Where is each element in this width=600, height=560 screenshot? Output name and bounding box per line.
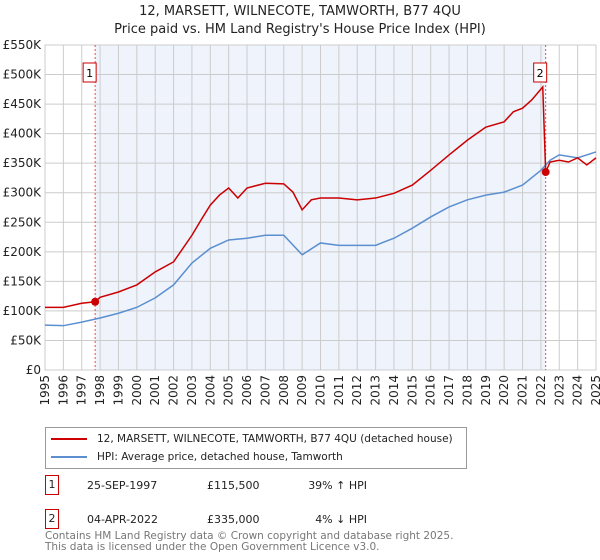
- sale-date: 25-SEP-1997: [87, 478, 158, 492]
- y-tick-label: £550K: [3, 38, 43, 52]
- y-tick-label: £400K: [3, 127, 43, 141]
- x-tick-label: 2004: [203, 375, 217, 406]
- legend-red-line: [51, 438, 87, 440]
- y-tick-label: £150K: [3, 274, 43, 288]
- x-tick-label: 2025: [589, 375, 600, 406]
- x-tick-label: 1996: [56, 375, 70, 406]
- x-tick-label: 2010: [314, 375, 328, 406]
- x-tick-label: 2012: [350, 375, 364, 406]
- property-line: [45, 84, 597, 309]
- sale-marker-box: [533, 62, 548, 83]
- footer-line-2: This data is licensed under the Open Gov…: [45, 541, 380, 553]
- sale-marker-box: [82, 62, 97, 83]
- sale-hpi: 4% ↓ HPI: [315, 512, 367, 526]
- y-tick-label: £100K: [3, 304, 43, 318]
- x-tick-label: 2002: [167, 375, 181, 406]
- legend-blue-line: [51, 456, 87, 458]
- chart-title: 12, MARSETT, WILNECOTE, TAMWORTH, B77 4Q…: [139, 4, 461, 19]
- x-tick-label: 2003: [185, 375, 199, 406]
- sale-marker-label: 2: [537, 67, 544, 80]
- sale-marker: 1: [45, 475, 59, 495]
- sale-hpi: 39% ↑ HPI: [308, 478, 367, 492]
- hpi-line: [44, 151, 597, 327]
- sale-marker-label: 1: [86, 67, 93, 80]
- x-tick-label: 1995: [38, 375, 52, 406]
- sale-row-1: 1 25-SEP-1997 £115,500 39% ↑ HPI: [45, 475, 367, 495]
- x-tick-label: 1997: [75, 375, 89, 406]
- y-tick-label: £350K: [3, 156, 43, 170]
- x-tick-label: 2018: [460, 375, 474, 406]
- y-tick-label: £300K: [3, 186, 43, 200]
- x-tick-label: 1999: [111, 375, 125, 406]
- legend-property: 12, MARSETT, WILNECOTE, TAMWORTH, B77 4Q…: [97, 433, 453, 445]
- x-tick-label: 2017: [442, 375, 456, 406]
- x-tick-label: 2000: [130, 375, 144, 406]
- x-tick-label: 2023: [552, 375, 566, 406]
- sale-marker: 2: [45, 509, 59, 529]
- x-tick-label: 2007: [258, 375, 272, 406]
- sale-row-2: 2 04-APR-2022 £335,000 4% ↓ HPI: [45, 509, 367, 529]
- x-tick-label: 2019: [479, 375, 493, 406]
- plot-frame: [44, 44, 597, 371]
- x-tick-label: 2016: [424, 375, 438, 406]
- sale-price: £115,500: [207, 478, 260, 492]
- x-tick-label: 2009: [295, 375, 309, 406]
- x-tick-label: 1998: [93, 375, 107, 406]
- x-tick-label: 2020: [497, 375, 511, 406]
- x-tick-label: 2013: [369, 375, 383, 406]
- sale-point: [91, 297, 100, 306]
- price-chart: £0 £50K £100K £150K £200K £250K £300K £350K £400…: [3, 38, 600, 406]
- chart-subtitle: Price paid vs. HM Land Registry's House …: [114, 22, 486, 37]
- y-tick-label: £250K: [3, 215, 43, 229]
- x-tick-label: 2011: [332, 375, 346, 406]
- y-tick-label: £50K: [10, 333, 42, 347]
- x-tick-label: 2021: [516, 375, 530, 406]
- sale-date: 04-APR-2022: [87, 512, 159, 526]
- x-tick-label: 2015: [405, 375, 419, 406]
- y-tick-label: £500K: [3, 68, 43, 82]
- x-tick-label: 2022: [534, 375, 548, 406]
- x-tick-label: 2024: [571, 375, 585, 406]
- x-tick-label: 2005: [222, 375, 236, 406]
- x-tick-label: 2008: [277, 375, 291, 406]
- x-tick-label: 2014: [387, 375, 401, 406]
- footer-line-1: Contains HM Land Registry data © Crown c…: [45, 530, 454, 542]
- x-tick-label: 2001: [148, 375, 162, 406]
- legend-hpi: HPI: Average price, detached house, Tamw…: [97, 451, 343, 463]
- sale-point: [541, 168, 550, 177]
- y-tick-label: £200K: [3, 245, 43, 259]
- sale-price: £335,000: [207, 512, 260, 526]
- y-tick-label: £450K: [3, 97, 43, 111]
- y-tick-label: £0: [26, 363, 41, 377]
- legend: 12, MARSETT, WILNECOTE, TAMWORTH, B77 4Q…: [45, 427, 467, 469]
- x-tick-label: 2006: [240, 375, 254, 406]
